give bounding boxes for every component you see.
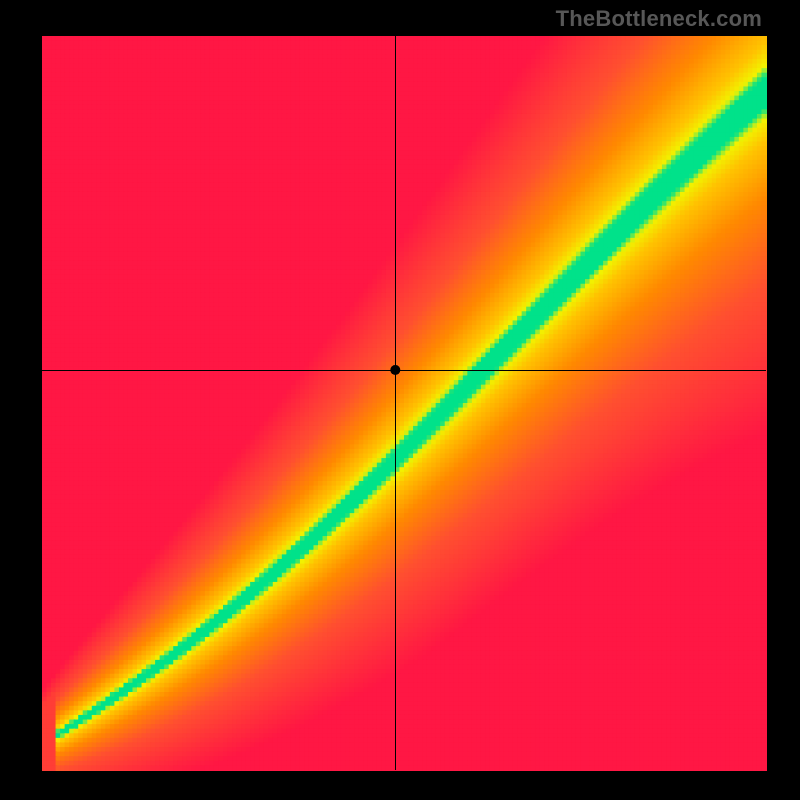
heatmap-canvas: [0, 0, 800, 800]
chart-container: TheBottleneck.com: [0, 0, 800, 800]
watermark-text: TheBottleneck.com: [556, 6, 762, 32]
